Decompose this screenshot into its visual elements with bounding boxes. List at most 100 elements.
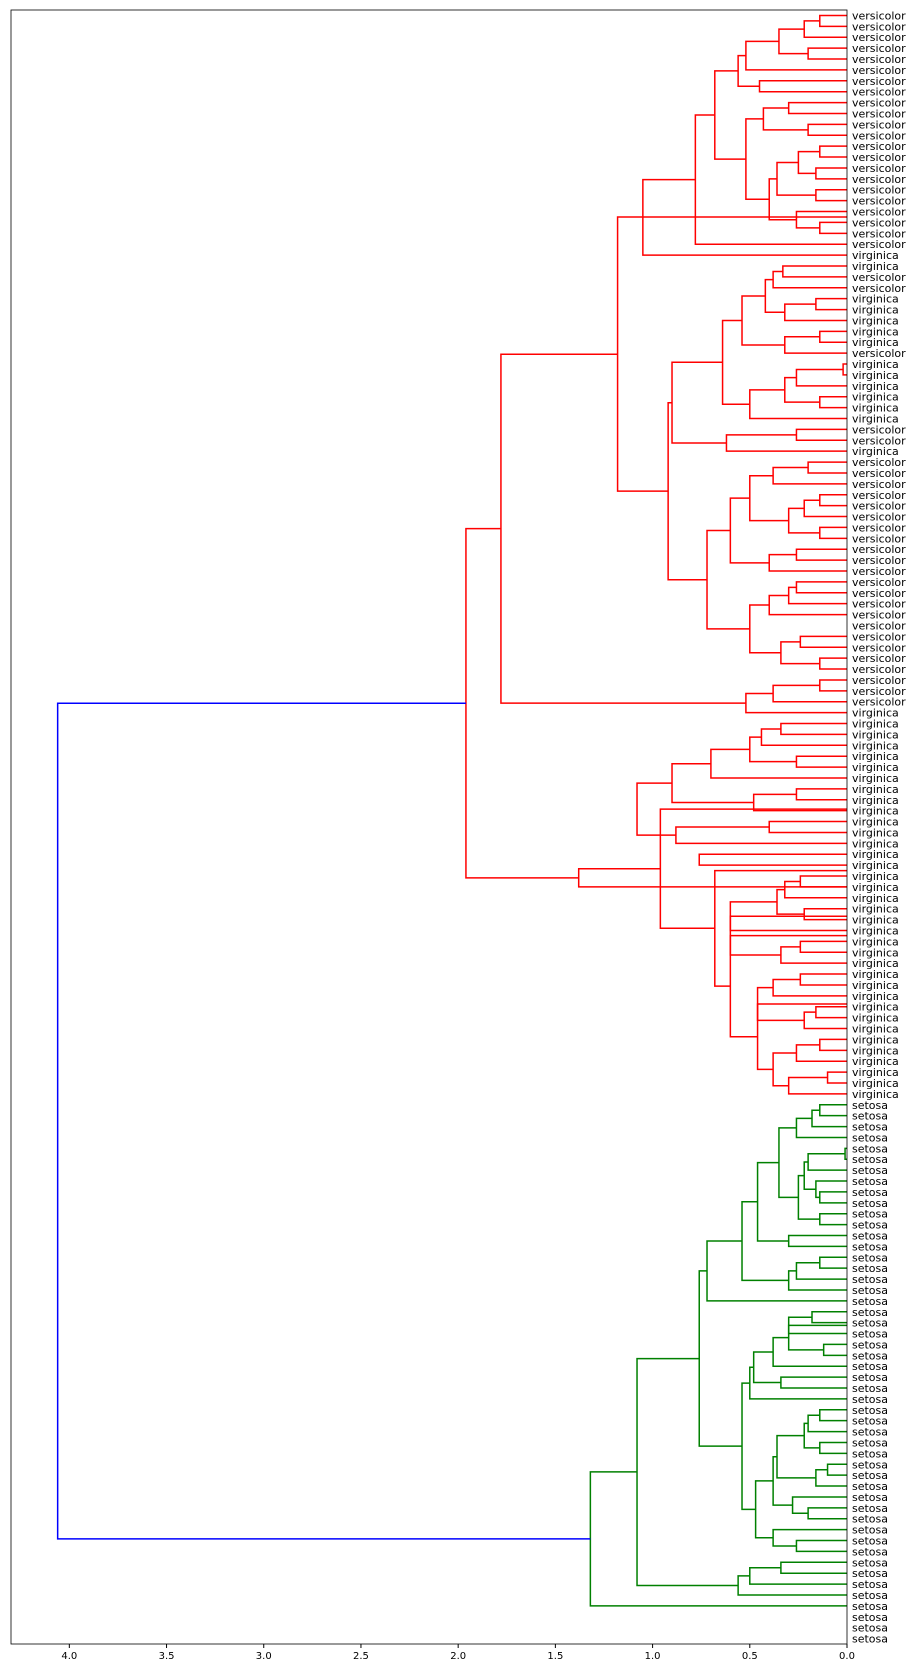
dendrogram-link [772, 1052, 797, 1087]
dendrogram-link [729, 497, 770, 564]
x-tick-label: 4.0 [61, 1651, 77, 1662]
leaf-label: setosa [852, 1480, 888, 1493]
leaf-label: versicolor [852, 423, 906, 436]
leaf-label: versicolor [852, 489, 906, 502]
leaf-label: setosa [852, 1273, 888, 1286]
dendrogram-link [819, 1441, 847, 1455]
dendrogram-link [819, 1409, 847, 1422]
leaf-label: versicolor [852, 184, 906, 197]
leaf-label: setosa [852, 1545, 888, 1558]
dendrogram-link [756, 1161, 789, 1242]
x-tick-label: 3.0 [256, 1651, 272, 1662]
dendrogram-link [803, 499, 847, 518]
leaf-label: setosa [852, 1578, 888, 1591]
leaf-label: versicolor [852, 140, 906, 153]
leaf-label: setosa [852, 1230, 888, 1243]
leaf-label: virginica [852, 816, 899, 829]
dendrogram-link [787, 1234, 847, 1248]
leaf-label: versicolor [852, 216, 906, 229]
dendrogram-link [795, 428, 847, 442]
leaf-label: versicolor [852, 282, 906, 295]
leaf-label: versicolor [852, 195, 906, 208]
dendrogram-link [465, 527, 579, 879]
leaf-label: versicolor [852, 565, 906, 578]
dendrogram-link [795, 1117, 847, 1139]
leaf-label: setosa [852, 1622, 888, 1635]
dendrogram-link [819, 1191, 847, 1204]
dendrogram-link [768, 594, 847, 616]
dendrogram-link [795, 548, 847, 561]
leaf-label: virginica [852, 1066, 899, 1079]
leaf-label: virginica [852, 979, 899, 992]
leaf-label: virginica [852, 445, 899, 458]
dendrogram-link [842, 363, 847, 376]
leaf-label: setosa [852, 1110, 888, 1123]
leaf-label: setosa [852, 1382, 888, 1395]
dendrogram-link [787, 101, 847, 115]
leaf-label: virginica [852, 1001, 899, 1014]
leaf-label: virginica [852, 1044, 899, 1057]
dendrogram-link [784, 336, 847, 354]
leaf-label: versicolor [852, 685, 906, 698]
dendrogram-link [745, 118, 770, 201]
leaf-labels: versicolorversicolorversicolorversicolor… [852, 9, 906, 1645]
dendrogram-link [807, 1153, 847, 1171]
leaf-label: setosa [852, 1589, 888, 1602]
dendrogram-link [745, 692, 847, 714]
leaf-label: virginica [852, 859, 899, 872]
dendrogram-link [795, 210, 847, 229]
leaf-label: setosa [852, 1240, 888, 1253]
dendrogram-link [780, 722, 847, 736]
leaf-label: versicolor [852, 347, 906, 360]
dendrogram-link [714, 869, 847, 987]
leaf-label: setosa [852, 1436, 888, 1449]
leaf-label: versicolor [852, 641, 906, 654]
dendrogram-link [807, 123, 847, 137]
dendrogram-link [795, 755, 847, 768]
dendrogram-link [803, 1011, 847, 1030]
dendrogram-link [819, 14, 847, 28]
leaf-label: setosa [852, 1447, 888, 1460]
dendrogram-link [844, 1147, 847, 1160]
leaf-label: versicolor [852, 434, 906, 447]
leaf-label: virginica [852, 336, 899, 349]
dendrogram-link [815, 1005, 847, 1019]
leaf-label: virginica [852, 903, 899, 916]
dendrogram-link [776, 888, 805, 915]
dendrogram-link [772, 684, 847, 703]
leaf-label: virginica [852, 772, 899, 785]
leaf-label: setosa [852, 1469, 888, 1482]
leaf-label: setosa [852, 1371, 888, 1384]
dendrogram-link [714, 70, 746, 160]
leaf-label: setosa [852, 1153, 888, 1166]
leaf-label: virginica [852, 968, 899, 981]
dendrogram-link [819, 395, 847, 409]
dendrogram-link [752, 793, 847, 812]
leaf-label: versicolor [852, 478, 906, 491]
leaf-label: virginica [852, 1077, 899, 1090]
dendrogram-link [772, 978, 847, 997]
dendrogram-link [815, 167, 847, 180]
dendrogram-link [819, 330, 847, 343]
leaf-label: versicolor [852, 86, 906, 99]
leaf-label: setosa [852, 1458, 888, 1471]
dendrogram-link [803, 20, 847, 38]
leaf-label: setosa [852, 1393, 888, 1406]
dendrogram-link [807, 1414, 847, 1433]
leaf-label: setosa [852, 1197, 888, 1210]
dendrogram-link [776, 1434, 816, 1479]
dendrogram-link [776, 161, 816, 196]
dendrogram-link [819, 1256, 847, 1269]
leaf-label: setosa [852, 1600, 888, 1613]
dendrogram-link [795, 368, 847, 387]
dendrogram-link [754, 1480, 774, 1539]
leaf-label: virginica [852, 990, 899, 1003]
dendrogram-link [819, 526, 847, 540]
leaf-label: virginica [852, 293, 899, 306]
leaf-label: setosa [852, 1164, 888, 1177]
dendrogram-link [787, 586, 847, 605]
dendrogram-link [729, 934, 847, 1038]
dendrogram-link [749, 1567, 847, 1585]
leaf-label: virginica [852, 325, 899, 338]
